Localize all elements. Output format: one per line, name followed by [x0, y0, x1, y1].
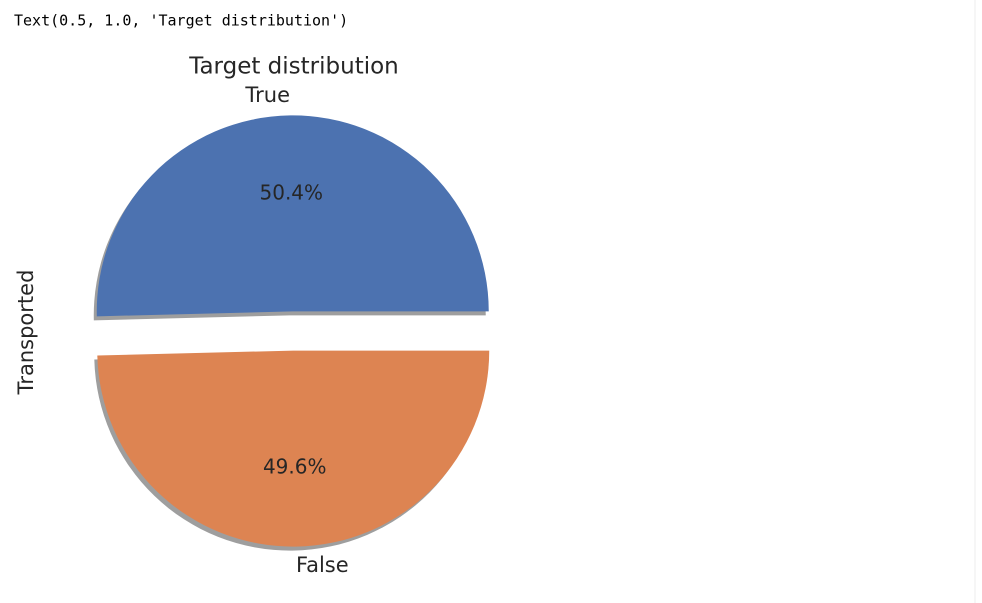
pie-slice	[97, 350, 490, 547]
output-text: Text(0.5, 1.0, 'Target distribution')	[14, 12, 348, 30]
pie-slice	[96, 115, 489, 317]
slice-label: True	[244, 83, 290, 107]
y-axis-label: Transported	[14, 270, 38, 396]
slice-label: False	[296, 553, 349, 577]
value-label: 49.6%	[263, 455, 327, 479]
value-label: 50.4%	[260, 180, 324, 204]
chart-title: Target distribution	[188, 54, 399, 80]
